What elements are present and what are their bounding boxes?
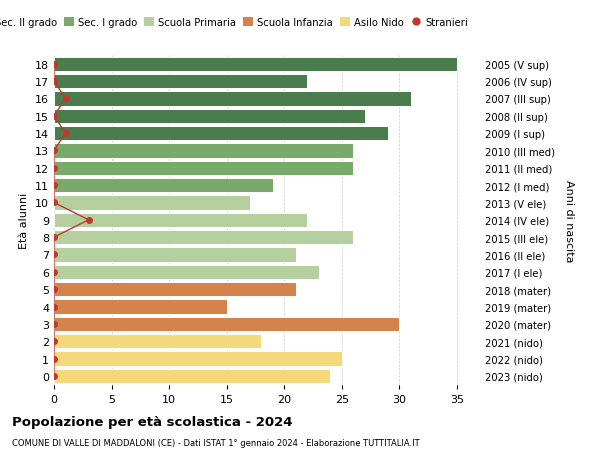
Bar — [54, 265, 319, 280]
Bar — [54, 300, 227, 314]
Bar — [54, 213, 307, 227]
Bar — [54, 352, 342, 366]
Bar — [54, 369, 331, 383]
Bar — [54, 317, 400, 331]
Bar — [54, 282, 296, 297]
Y-axis label: Anni di nascita: Anni di nascita — [565, 179, 574, 262]
Text: Popolazione per età scolastica - 2024: Popolazione per età scolastica - 2024 — [12, 415, 293, 428]
Bar — [54, 109, 365, 123]
Bar — [54, 196, 250, 210]
Bar — [54, 161, 353, 175]
Legend: Sec. II grado, Sec. I grado, Scuola Primaria, Scuola Infanzia, Asilo Nido, Stran: Sec. II grado, Sec. I grado, Scuola Prim… — [0, 14, 472, 32]
Bar — [54, 127, 388, 141]
Y-axis label: Età alunni: Età alunni — [19, 192, 29, 248]
Bar — [54, 92, 411, 106]
Text: COMUNE DI VALLE DI MADDALONI (CE) - Dati ISTAT 1° gennaio 2024 - Elaborazione TU: COMUNE DI VALLE DI MADDALONI (CE) - Dati… — [12, 438, 419, 448]
Bar — [54, 230, 353, 245]
Bar — [54, 144, 353, 158]
Bar — [54, 334, 261, 348]
Bar — [54, 75, 307, 89]
Bar — [54, 179, 273, 193]
Bar — [54, 248, 296, 262]
Bar — [54, 57, 457, 72]
